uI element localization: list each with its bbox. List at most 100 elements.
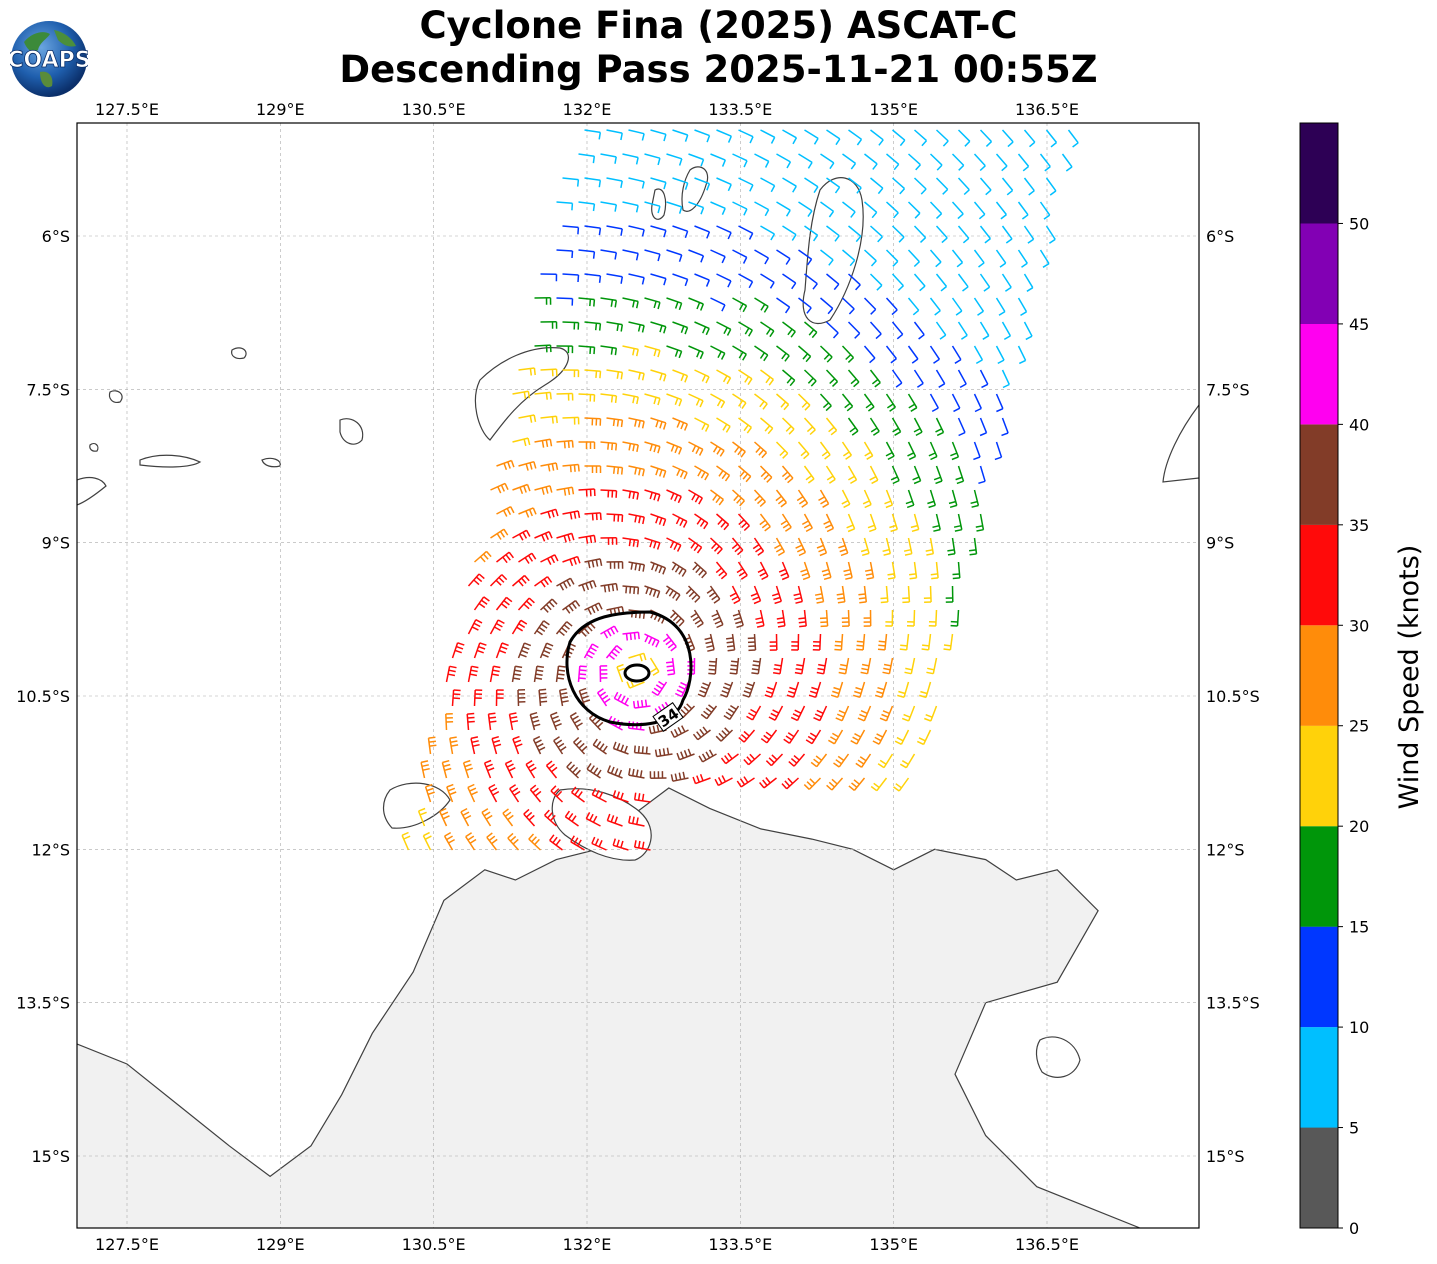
wind-barb [649, 657, 660, 672]
wind-barb [913, 273, 926, 287]
wind-barb-flag [897, 285, 904, 292]
wind-barb-flag [905, 667, 913, 671]
lon-tick-label-bottom: 129°E [256, 1235, 305, 1254]
wind-barb-flag [870, 785, 878, 792]
lat-tick-label-left: 9°S [42, 534, 70, 553]
wind-barb-flag [464, 763, 472, 768]
wind-barb [820, 297, 834, 309]
wind-barb [518, 414, 535, 419]
wind-barb [529, 789, 542, 803]
wind-barb-flag [695, 566, 702, 574]
wind-barb-flag [454, 649, 462, 654]
wind-barb-flag [551, 416, 554, 424]
wind-barb-flag [1042, 262, 1050, 268]
wind-barb-flag [501, 642, 509, 647]
wind-barb-flag [620, 180, 623, 189]
wind-barb-flag [533, 414, 537, 423]
wind-barb-flag [785, 258, 791, 265]
wind-barb-flag [814, 713, 822, 718]
wind-barb-flag [870, 260, 877, 267]
wind-barb [925, 681, 932, 698]
wind-barb [825, 417, 838, 431]
wind-barb-flag [711, 613, 719, 618]
wind-barb [935, 321, 947, 336]
wind-barb-flag [629, 586, 632, 594]
wind-barb-flag [820, 499, 827, 505]
wind-barb-flag [571, 487, 575, 495]
wind-barb-flag [845, 576, 853, 580]
wind-barb-flag [829, 378, 836, 385]
wind-barb-flag [926, 671, 934, 675]
wind-barb-flag [508, 551, 515, 559]
wind-barb-flag [934, 310, 941, 316]
wind-barb-flag [595, 740, 602, 748]
wind-barb-flag [686, 703, 693, 710]
wind-barb-flag [548, 531, 553, 539]
wind-barb-flag [745, 475, 752, 483]
wind-barb-flag [513, 790, 521, 796]
wind-barb-flag [447, 787, 456, 792]
wind-barb-flag [786, 161, 792, 169]
wind-barb-flag [449, 736, 457, 739]
wind-barb-flag [592, 738, 598, 746]
wind-barb [451, 642, 459, 659]
wind-barb [841, 705, 850, 721]
contour-label-bg [652, 702, 684, 732]
colorbar-band [1300, 323, 1338, 425]
wind-barb [869, 513, 877, 530]
colorbar-band [1300, 1027, 1338, 1128]
wind-barb-flag [878, 139, 884, 146]
wind-barb-flag [787, 690, 796, 695]
wind-barb [622, 201, 639, 207]
wind-barb-flag [870, 308, 877, 315]
wind-barb [782, 225, 797, 236]
wind-barb-flag [839, 667, 847, 671]
wind-barb-flag [878, 644, 886, 647]
wind-barb-flag [562, 581, 568, 589]
wind-barb-flag [479, 642, 487, 646]
wind-barb-flag [851, 430, 859, 436]
wind-barb-flag [674, 446, 679, 454]
wind-barb-flag [577, 510, 581, 518]
wind-barb-flag [591, 836, 596, 844]
wind-barb [863, 441, 874, 457]
wind-barb-flag [497, 619, 505, 625]
wind-barb-flag [589, 346, 592, 354]
wind-barb-flag [957, 213, 964, 220]
wind-barb [847, 369, 860, 383]
wind-barb-flag [757, 568, 765, 573]
wind-barb-flag [828, 259, 834, 266]
wind-barb-flag [494, 626, 501, 632]
wind-barb-flag [872, 430, 880, 436]
wind-barb-flag [610, 766, 615, 774]
wind-barb-flag [658, 517, 663, 525]
wind-barb [825, 513, 835, 529]
wind-barb-flag [744, 376, 750, 383]
wind-barb [1023, 177, 1035, 192]
wind-barb-flag [891, 309, 898, 316]
wind-barb [935, 225, 948, 239]
wind-barb-flag [585, 536, 589, 544]
wind-barb-flag [790, 331, 796, 338]
wind-barb-flag [1027, 238, 1035, 244]
wind-barb-flag [679, 519, 684, 527]
wind-barb-flag [743, 730, 750, 737]
wind-barb-flag [545, 392, 548, 400]
wind-barb-flag [921, 140, 928, 147]
wind-barb-flag [977, 310, 984, 316]
wind-barb-flag [813, 138, 819, 145]
wind-barb-flag [690, 542, 696, 549]
wind-barb-flag [518, 623, 526, 629]
wind-barb-flag [620, 228, 623, 236]
wind-barb-flag [876, 284, 883, 291]
wind-barb [508, 714, 514, 731]
wind-barb-flag [645, 746, 648, 754]
wind-barb [979, 465, 986, 482]
wind-barb [782, 369, 796, 381]
wind-barb-flag [573, 464, 576, 472]
wind-barb [907, 585, 911, 603]
wind-barb-flag [649, 443, 653, 452]
wind-barb-flag [543, 578, 549, 586]
wind-barb [445, 666, 451, 683]
wind-barb-flag [774, 544, 781, 550]
